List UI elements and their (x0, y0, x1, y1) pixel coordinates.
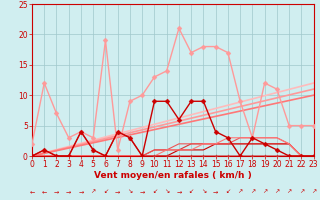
X-axis label: Vent moyen/en rafales ( km/h ): Vent moyen/en rafales ( km/h ) (94, 171, 252, 180)
